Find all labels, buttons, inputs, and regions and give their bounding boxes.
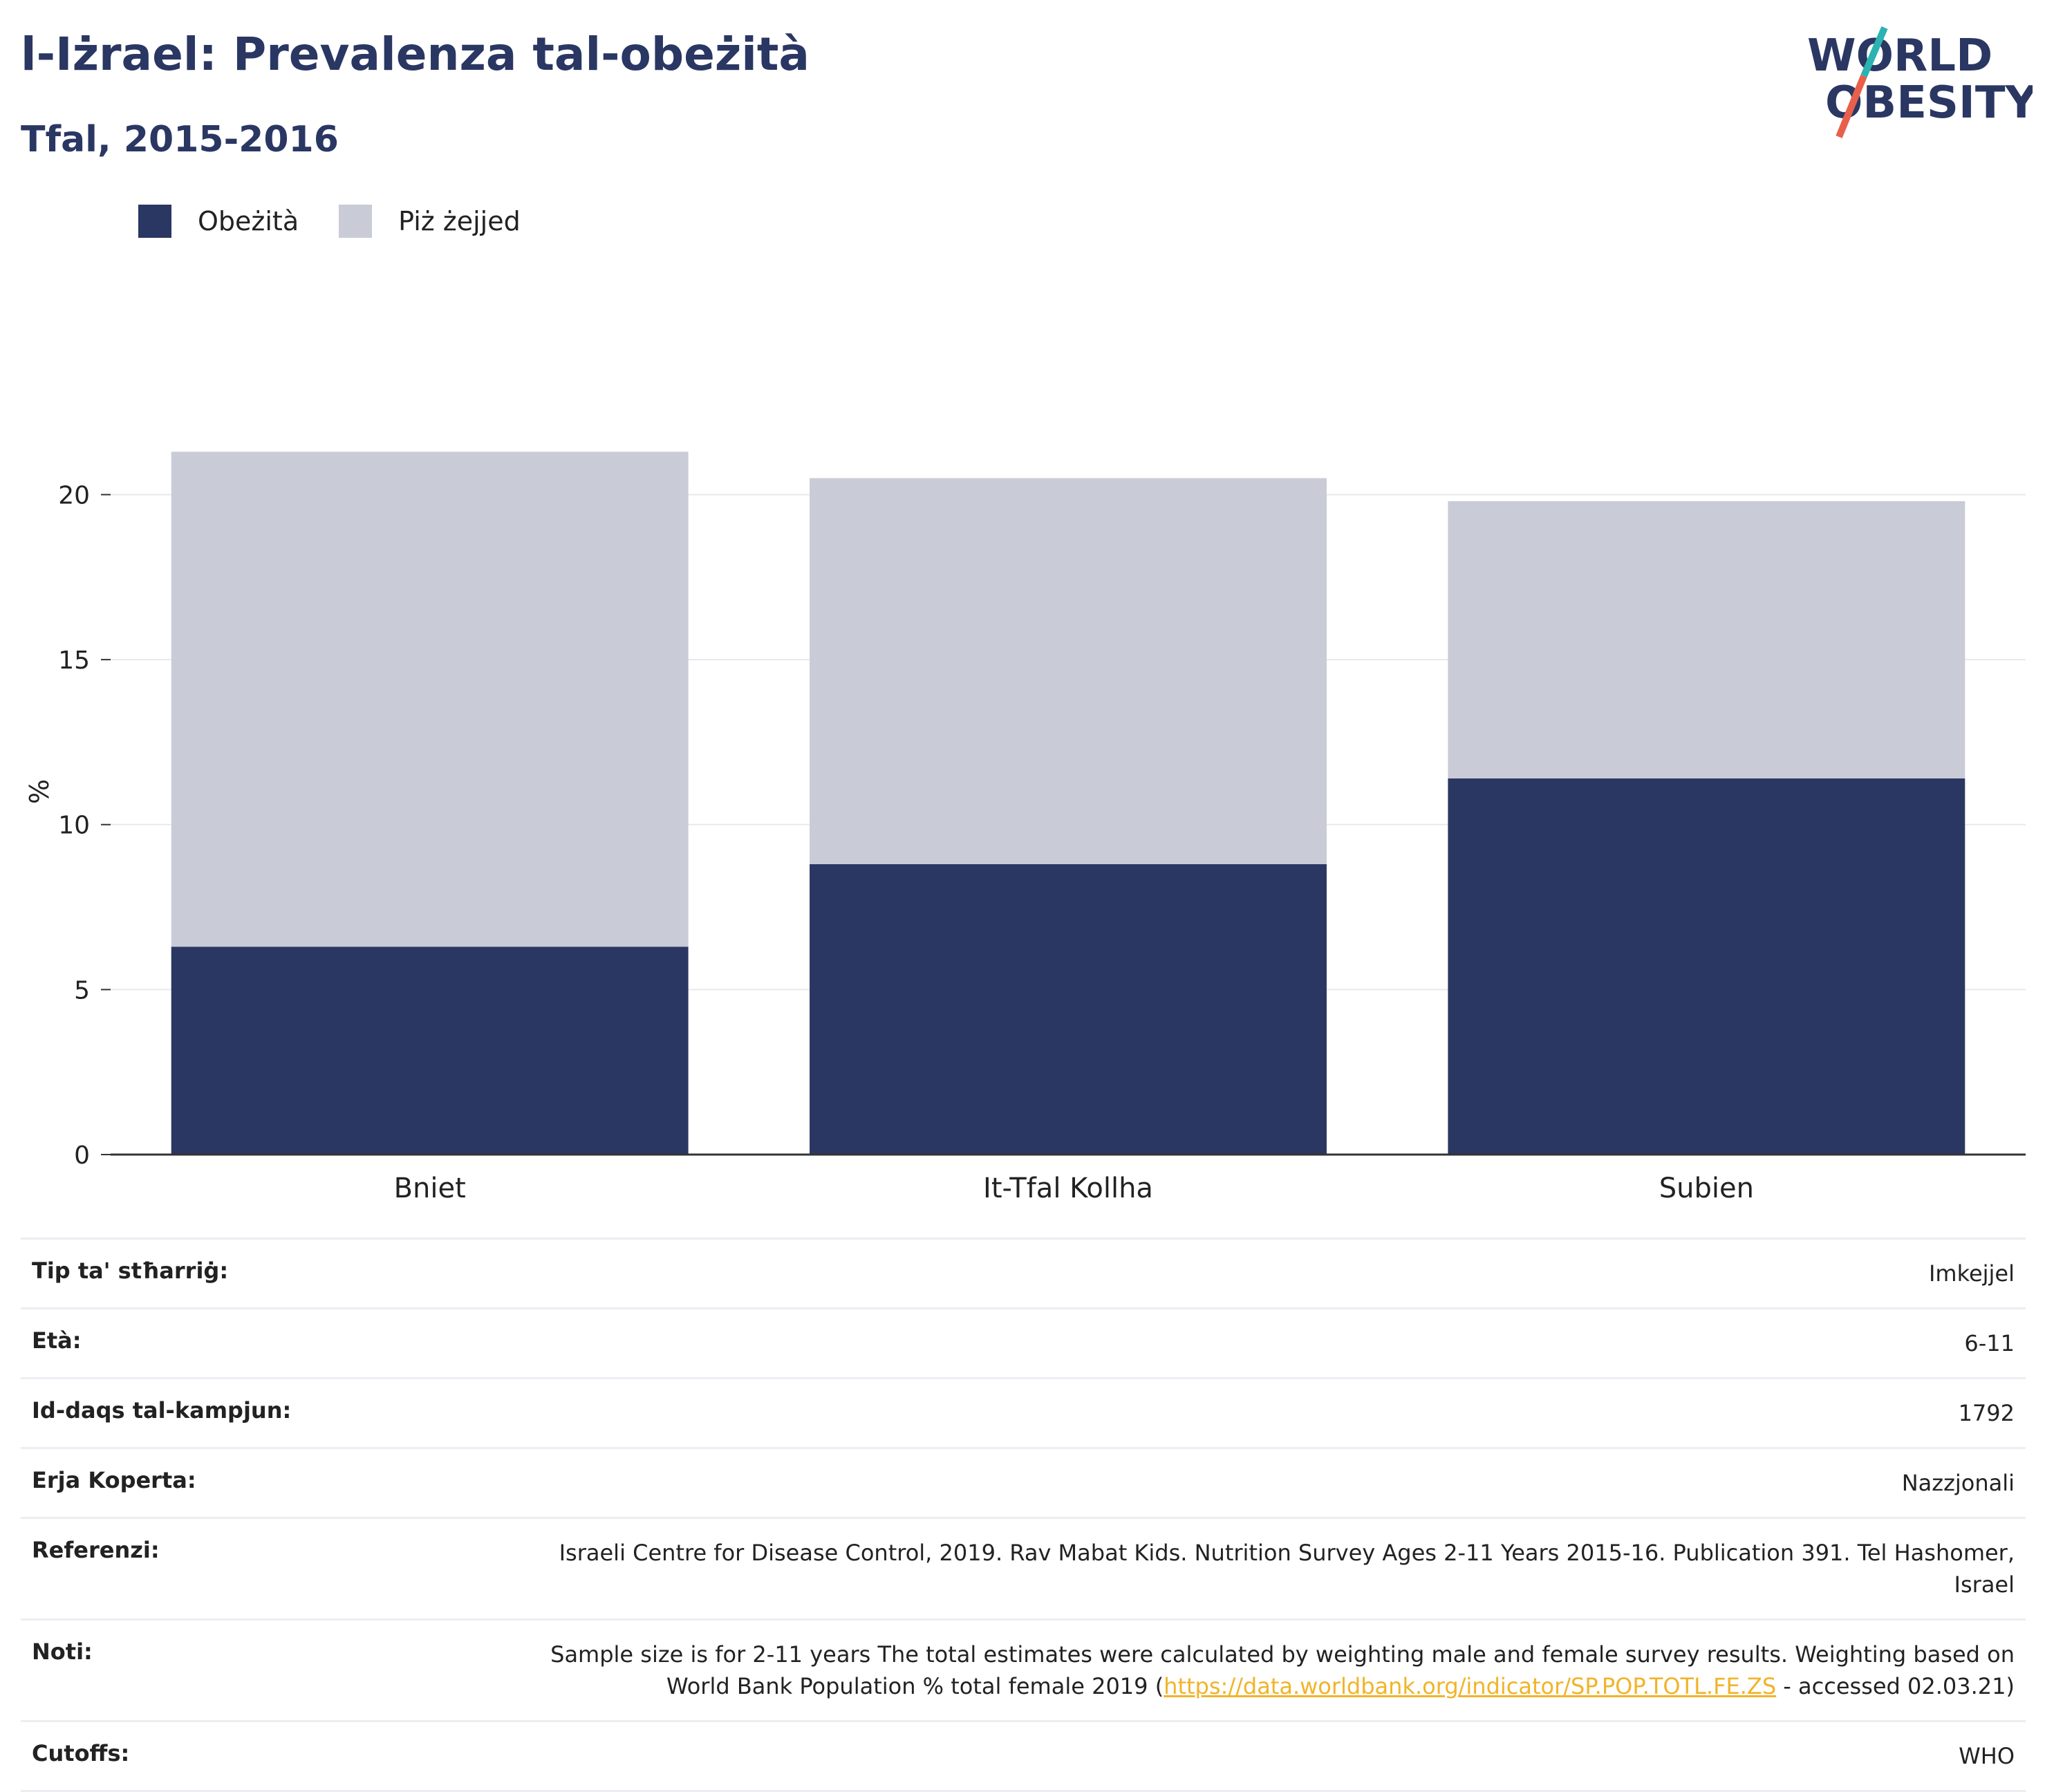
meta-label: Tip ta' stħarriġ: [32, 1258, 229, 1284]
legend-item-obesity[interactable]: Obeżità [138, 205, 299, 238]
bar-overweight-1 [810, 478, 1327, 864]
meta-row-area-covered: Erja Koperta: Nazzjonali [21, 1447, 2026, 1517]
meta-value: 1792 [1958, 1400, 2015, 1426]
meta-label: Erja Koperta: [32, 1467, 196, 1493]
meta-label: Noti: [32, 1639, 93, 1665]
bar-overweight-2 [1448, 501, 1965, 778]
y-tick-label: 20 [58, 481, 90, 510]
legend-swatch-obesity [138, 205, 171, 238]
bar-obesity-1 [810, 864, 1327, 1155]
page-subtitle: Tfal, 2015-2016 [21, 119, 339, 160]
y-tick-label: 10 [58, 812, 90, 840]
logo-word-world: WORLD [1807, 30, 1992, 82]
meta-row-cutoffs: Cutoffs: WHO [21, 1720, 2026, 1792]
legend-label-obesity: Obeżità [198, 206, 299, 236]
x-tick-label: Subien [1659, 1173, 1754, 1204]
meta-value: WHO [1959, 1743, 2015, 1769]
y-tick-label: 15 [58, 646, 90, 675]
meta-value: Sample size is for 2-11 years The total … [494, 1639, 2015, 1702]
notes-text: Sample size is for 2-11 years The total … [550, 1641, 2015, 1699]
x-tick-label: It-Tfal Kollha [983, 1173, 1153, 1204]
bar-obesity-0 [171, 946, 689, 1155]
stacked-bar-chart: 0 5 10 15 20% Bniet It-Tfal Kollha Subien [24, 451, 2026, 1204]
legend-label-overweight: Piż żejjed [398, 206, 521, 236]
meta-row-notes: Noti: Sample size is for 2-11 years The … [21, 1618, 2026, 1720]
meta-row-survey-type: Tip ta' stħarriġ: Imkejjel [21, 1238, 2026, 1307]
survey-details-table: Tip ta' stħarriġ: Imkejjel Età: 6-11 Id-… [21, 1238, 2026, 1792]
notes-text-end: - accessed 02.03.21) [1776, 1673, 2015, 1699]
meta-label: Età: [32, 1327, 82, 1354]
meta-value: Imkejjel [1928, 1260, 2015, 1287]
bar-overweight-0 [171, 451, 689, 947]
worldbank-link[interactable]: https://data.worldbank.org/indicator/SP.… [1164, 1673, 1777, 1699]
meta-value: Nazzjonali [1901, 1470, 2015, 1496]
meta-row-sample-size: Id-daqs tal-kampjun: 1792 [21, 1377, 2026, 1447]
meta-row-age: Età: 6-11 [21, 1307, 2026, 1377]
y-axis-label: % [24, 779, 55, 804]
page-title: l-Iżrael: Prevalenza tal-obeżità [21, 28, 810, 81]
meta-label: Cutoffs: [32, 1740, 130, 1766]
bar-obesity-2 [1448, 778, 1965, 1155]
chart-legend: Obeżità Piż żejjed [138, 205, 561, 238]
world-obesity-logo: WORLD OBESITY [1807, 26, 2033, 138]
meta-value: Israeli Centre for Disease Control, 2019… [559, 1540, 2015, 1598]
meta-value: 6-11 [1964, 1330, 2015, 1356]
x-tick-label: Bniet [394, 1173, 466, 1204]
y-tick-label: 5 [74, 976, 90, 1005]
logo-slash-coral [1836, 75, 1867, 138]
legend-item-overweight[interactable]: Piż żejjed [339, 205, 521, 238]
logo-slash-teal [1860, 26, 1888, 77]
legend-swatch-overweight [339, 205, 373, 238]
meta-label: Id-daqs tal-kampjun: [32, 1397, 292, 1424]
y-tick-label: 0 [74, 1141, 90, 1170]
meta-row-references: Referenzi: Israeli Centre for Disease Co… [21, 1517, 2026, 1618]
meta-label: Referenzi: [32, 1537, 160, 1563]
